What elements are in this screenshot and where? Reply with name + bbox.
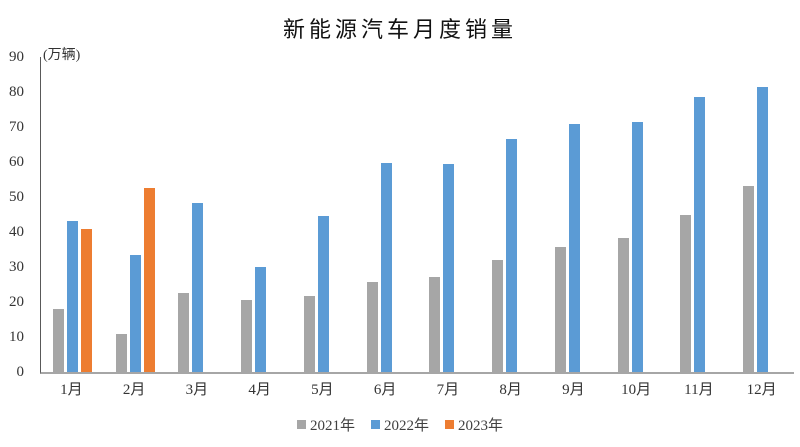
bar-group xyxy=(167,57,230,372)
y-axis-unit-label: (万辆) xyxy=(43,48,81,63)
y-tick-label: 10 xyxy=(9,329,24,345)
bar-group xyxy=(606,57,669,372)
bar-group xyxy=(731,57,794,372)
x-tick-label: 2月 xyxy=(122,382,146,398)
bar-group xyxy=(41,57,104,372)
bar xyxy=(492,259,504,372)
x-tick-label: 1月 xyxy=(60,382,83,398)
y-tick-label: 50 xyxy=(9,189,24,205)
y-axis-tick-labels: 0 10 20 30 40 50 60 70 80 90 xyxy=(0,0,24,447)
x-tick-label: 9月 xyxy=(562,382,585,398)
bar xyxy=(694,96,706,372)
bar xyxy=(366,282,378,372)
bar xyxy=(129,255,141,372)
bar xyxy=(303,296,315,372)
x-tick-label: 11月 xyxy=(684,382,714,398)
bar xyxy=(429,277,441,372)
y-tick-label: 20 xyxy=(9,294,24,310)
bar xyxy=(380,163,392,372)
bar xyxy=(52,309,64,372)
bar-group xyxy=(104,57,167,372)
legend-item: 2021年 xyxy=(296,414,355,435)
x-tick-label: 6月 xyxy=(373,382,397,398)
legend-swatch-icon xyxy=(296,420,306,429)
bar xyxy=(80,229,92,372)
bar xyxy=(757,87,769,372)
x-tick-label: 10月 xyxy=(621,382,652,398)
bar-group xyxy=(292,57,355,372)
legend-item: 2023年 xyxy=(445,414,503,435)
bar xyxy=(631,122,643,372)
x-axis-labels: 1月 2月 3月 4月 5月 6月 7月 8月 9月 10月 11月 12月 xyxy=(40,380,793,400)
bar-group xyxy=(418,57,481,372)
bar-group xyxy=(480,57,543,372)
x-tick-label: 12月 xyxy=(746,382,777,398)
legend-swatch-icon xyxy=(370,420,380,429)
y-tick-label: 40 xyxy=(9,224,24,240)
bar xyxy=(617,237,629,372)
y-tick-label: 30 xyxy=(9,259,24,275)
plot-area xyxy=(40,57,794,374)
chart-title: 新能源汽车月度销量 xyxy=(282,17,517,42)
x-tick-label: 5月 xyxy=(311,382,334,398)
x-tick-label: 7月 xyxy=(436,382,460,398)
y-tick-label: 0 xyxy=(16,364,25,380)
legend-label: 2023年 xyxy=(458,418,504,434)
bar xyxy=(241,299,253,372)
y-tick-label: 60 xyxy=(9,154,24,170)
legend-label: 2021年 xyxy=(309,418,355,434)
bar-group xyxy=(229,57,292,372)
bar xyxy=(568,124,580,372)
bar xyxy=(115,333,127,372)
bar-group xyxy=(669,57,732,372)
bar xyxy=(317,215,329,372)
bar-group xyxy=(543,57,606,372)
legend-swatch-icon xyxy=(445,420,454,429)
x-tick-label: 8月 xyxy=(499,382,522,398)
x-tick-label: 4月 xyxy=(248,382,271,398)
bar xyxy=(443,164,455,372)
legend-item: 2022年 xyxy=(370,414,429,435)
bar-group xyxy=(355,57,418,372)
y-tick-label: 70 xyxy=(9,119,24,135)
bar xyxy=(66,221,78,372)
y-tick-label: 90 xyxy=(9,49,24,65)
legend-label: 2022年 xyxy=(383,418,429,434)
bar xyxy=(143,188,155,372)
legend: 2021年 2022年 2023年 xyxy=(0,414,800,435)
y-tick-label: 80 xyxy=(9,84,24,100)
bar xyxy=(680,214,692,372)
bar xyxy=(506,138,518,372)
x-tick-label: 3月 xyxy=(185,382,209,398)
bar xyxy=(192,202,204,372)
bar xyxy=(743,186,755,372)
bar xyxy=(554,247,566,372)
bar xyxy=(255,267,267,372)
bar xyxy=(178,292,190,372)
